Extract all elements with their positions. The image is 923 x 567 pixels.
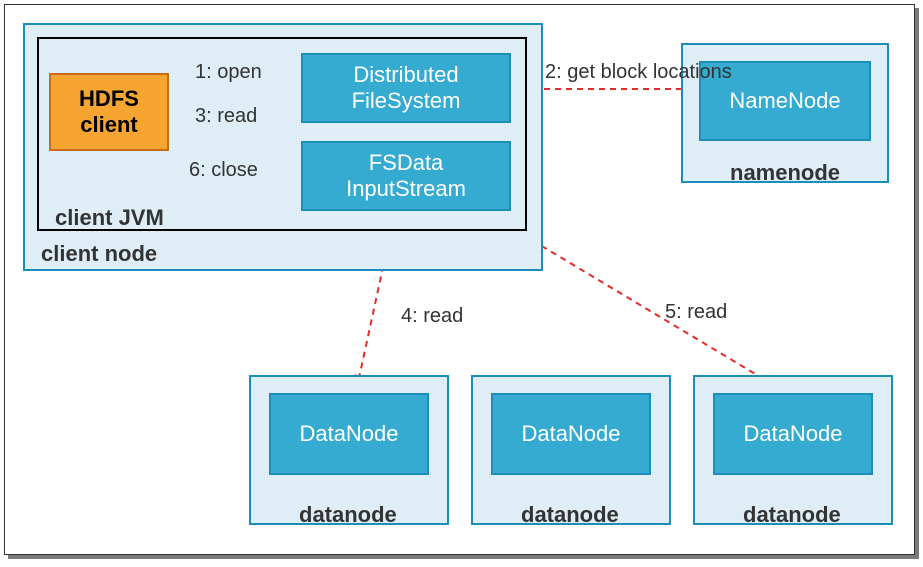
datanode-1: DataNode xyxy=(269,393,429,475)
diagram-canvas: client node namenode datanode datanode datan… xyxy=(4,4,915,555)
e6-close-label: 6: close xyxy=(189,159,258,182)
distributed-filesystem: Distributed FileSystem xyxy=(301,53,511,123)
e4-read-label: 4: read xyxy=(401,305,463,328)
datanode-2: DataNode xyxy=(491,393,651,475)
e3-read-label: 3: read xyxy=(195,105,257,128)
datanode-3: DataNode xyxy=(713,393,873,475)
client-node-label: client node xyxy=(41,241,157,267)
e2-get-block-locations-label: 2: get block locations xyxy=(545,61,732,84)
hdfs-client: HDFS client xyxy=(49,73,169,151)
datanode-box-2-label: datanode xyxy=(521,502,619,528)
datanode-box-3-label: datanode xyxy=(743,502,841,528)
datanode-box-1-label: datanode xyxy=(299,502,397,528)
e5-read-label: 5: read xyxy=(665,301,727,324)
namenode-box-label: namenode xyxy=(730,160,840,186)
e1-open-label: 1: open xyxy=(195,61,262,84)
client-jvm-label: client JVM xyxy=(55,205,164,231)
fsdata-inputstream: FSData InputStream xyxy=(301,141,511,211)
